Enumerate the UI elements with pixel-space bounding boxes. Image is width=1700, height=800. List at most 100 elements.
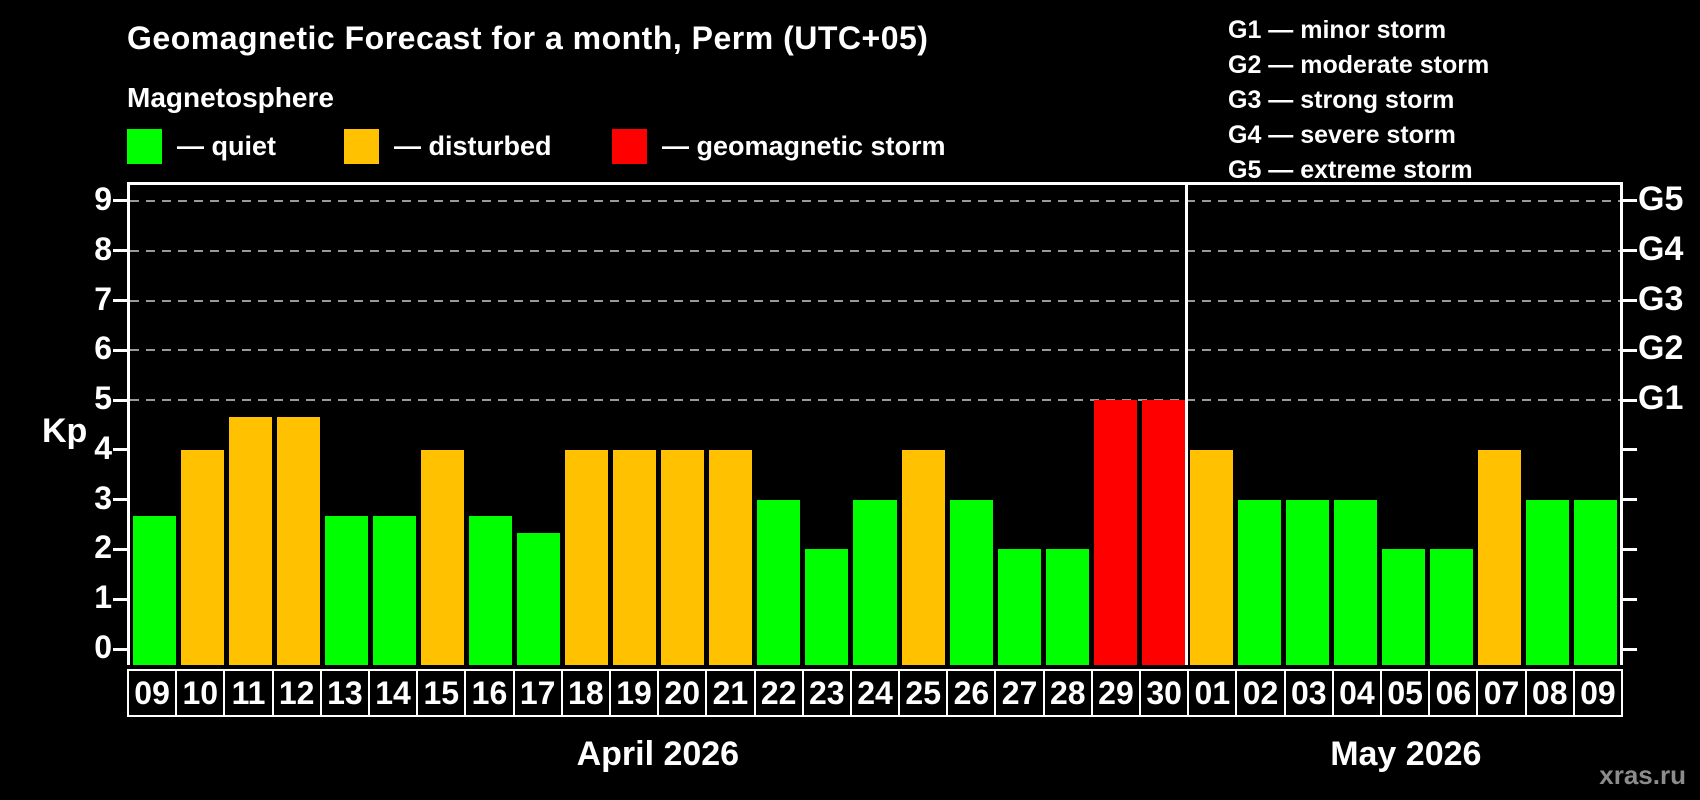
g-axis-label-g4: G4: [1638, 229, 1684, 268]
y-tick-left-7: [113, 299, 127, 303]
y-tick-right-7: [1623, 299, 1637, 303]
gridline-kp-7: [130, 299, 1620, 302]
magnetosphere-label: Magnetosphere: [127, 82, 334, 113]
storm-color-swatch: [612, 129, 647, 164]
bar-apr-24: [853, 499, 897, 665]
date-cell-apr-10: 10: [177, 671, 224, 715]
disturbed-color-swatch: [344, 129, 379, 164]
bar-apr-20: [661, 449, 705, 665]
y-tick-right-5: [1623, 398, 1637, 402]
date-cell-may-01: 01: [1189, 671, 1236, 715]
y-tick-label-5: 5: [94, 380, 112, 417]
month-separator-line: [1185, 185, 1189, 665]
date-cell-apr-11: 11: [225, 671, 272, 715]
y-tick-left-0: [113, 647, 127, 651]
y-tick-right-9: [1623, 199, 1637, 203]
bar-may-06: [1429, 549, 1473, 665]
g3-legend-line: G3 — strong storm: [1228, 86, 1455, 114]
legend-item-disturbed: — disturbed: [344, 129, 552, 164]
date-axis: 09 10 11 12 13 14 15 16 17 18 19 20 21 22 23 24 25 26 27 28…: [127, 669, 1623, 717]
bar-apr-26: [949, 499, 993, 665]
date-cell-apr-12: 12: [273, 671, 320, 715]
g-axis-label-g1: G1: [1638, 379, 1684, 418]
y-tick-left-2: [113, 547, 127, 551]
bar-apr-29: [1093, 400, 1137, 665]
y-tick-label-6: 6: [94, 330, 112, 367]
y-tick-label-8: 8: [94, 230, 112, 267]
month-label-may: May 2026: [1330, 735, 1482, 773]
date-cell-apr-26: 26: [948, 671, 995, 715]
y-tick-label-0: 0: [94, 629, 112, 666]
month-labels: April 2026 May 2026: [127, 735, 1623, 774]
bar-apr-09: [133, 516, 177, 665]
bar-may-02: [1237, 499, 1281, 665]
g-scale-legend: G1 — minor storm G2 — moderate storm G3 …: [1228, 13, 1489, 188]
date-cell-apr-28: 28: [1044, 671, 1091, 715]
date-cell-apr-16: 16: [466, 671, 513, 715]
y-tick-left-5: [113, 398, 127, 402]
date-cell-apr-18: 18: [562, 671, 609, 715]
y-tick-label-2: 2: [94, 529, 112, 566]
watermark: xras.ru: [1599, 760, 1686, 790]
bar-apr-13: [325, 516, 369, 665]
y-tick-label-7: 7: [94, 280, 112, 317]
bar-apr-27: [997, 549, 1041, 665]
y-tick-left-1: [113, 597, 127, 601]
bar-apr-28: [1045, 549, 1089, 665]
g-axis-label-g3: G3: [1638, 279, 1684, 318]
g1-legend-line: G1 — minor storm: [1228, 16, 1447, 44]
y-tick-label-4: 4: [94, 429, 112, 466]
legend-label-disturbed: — disturbed: [394, 131, 552, 161]
y-tick-left-8: [113, 249, 127, 253]
y-tick-left-9: [113, 199, 127, 203]
y-tick-label-9: 9: [94, 180, 112, 217]
y-tick-label-1: 1: [94, 579, 112, 616]
date-cell-apr-21: 21: [707, 671, 754, 715]
y-tick-label-3: 3: [94, 479, 112, 516]
y-tick-right-6: [1623, 348, 1637, 352]
date-cell-apr-09: 09: [129, 671, 176, 715]
date-cell-apr-27: 27: [996, 671, 1043, 715]
bar-may-05: [1381, 549, 1425, 665]
plot-area: 0 1 2 3 4 5 6 7 8 9 G1 G2 G3 G4 G5: [94, 180, 1683, 665]
g-axis-label-g2: G2: [1638, 329, 1684, 368]
date-cell-apr-29: 29: [1092, 671, 1140, 715]
legend-item-storm: — geomagnetic storm: [612, 129, 946, 164]
date-cell-may-02: 02: [1237, 671, 1284, 715]
bar-apr-30: [1141, 400, 1185, 665]
date-cell-apr-24: 24: [851, 671, 899, 715]
bar-may-08: [1525, 499, 1569, 665]
legend-item-quiet: — quiet: [127, 129, 276, 164]
gridline-kp-6: [130, 349, 1620, 352]
bar-apr-11: [229, 416, 273, 665]
legend-label-storm: — geomagnetic storm: [662, 131, 946, 161]
y-tick-left-4: [113, 448, 127, 452]
date-cell-may-03: 03: [1285, 671, 1332, 715]
quiet-color-swatch: [127, 129, 162, 164]
bar-apr-12: [277, 416, 321, 665]
y-tick-right-4: [1623, 448, 1637, 452]
bar-apr-21: [709, 449, 753, 665]
y-tick-right-3: [1623, 498, 1637, 502]
date-cell-may-05: 05: [1382, 671, 1429, 715]
bar-apr-17: [517, 533, 561, 665]
bar-apr-18: [565, 449, 609, 665]
bar-apr-25: [901, 449, 945, 665]
bar-apr-23: [805, 549, 849, 665]
date-cell-apr-23: 23: [803, 671, 850, 715]
bar-may-04: [1333, 499, 1377, 665]
date-cell-may-07: 07: [1478, 671, 1525, 715]
date-cell-apr-19: 19: [610, 671, 658, 715]
date-cell-may-06: 06: [1430, 671, 1477, 715]
bar-may-07: [1477, 449, 1521, 665]
bar-may-03: [1285, 499, 1329, 665]
gridline-kp-9: [130, 199, 1620, 202]
date-cell-may-04: 04: [1333, 671, 1381, 715]
date-cell-may-08: 08: [1526, 671, 1573, 715]
y-tick-left-6: [113, 348, 127, 352]
g5-legend-line: G5 — extreme storm: [1228, 156, 1473, 184]
bar-apr-15: [421, 449, 465, 665]
date-cell-apr-22: 22: [755, 671, 802, 715]
chart-title: Geomagnetic Forecast for a month, Perm (…: [127, 20, 929, 56]
